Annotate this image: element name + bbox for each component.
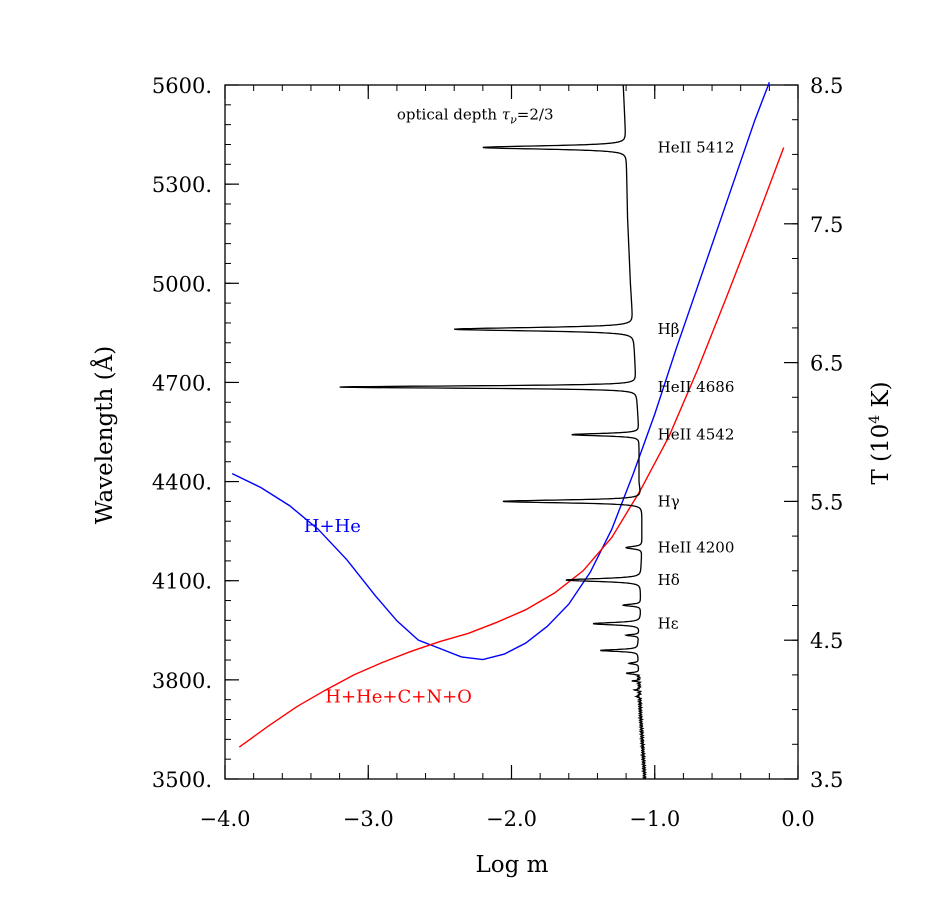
y-right-tick-label: 6.5 bbox=[810, 352, 843, 376]
y-left-tick-label: 4700. bbox=[152, 371, 212, 395]
x-tick-label: −2.0 bbox=[486, 807, 537, 831]
y-right-tick-label: 4.5 bbox=[810, 629, 843, 653]
line-label: Hγ bbox=[658, 492, 680, 510]
right-axis: 8.5 7.5 6.5 5.5 4.5 3.5 bbox=[784, 74, 843, 792]
y-left-tick-label: 5300. bbox=[152, 173, 212, 197]
y-left-tick-label: 4400. bbox=[152, 471, 212, 495]
y-left-tick-label: 3500. bbox=[152, 768, 212, 792]
line-label: HeII 4200 bbox=[658, 539, 735, 557]
optical-depth-annotation: optical depth τν=2/3 bbox=[397, 106, 554, 127]
series-h-he-c-n-o-label: H+He+C+N+O bbox=[325, 687, 472, 708]
line-label: Hε bbox=[658, 615, 679, 633]
spectral-line-labels: HeII 5412 Hβ HeII 4686 HeII 4542 Hγ HeII 4200… bbox=[658, 138, 735, 632]
y-axis-label-right-main: T (10 bbox=[868, 424, 894, 485]
y-left-tick-label: 4100. bbox=[152, 570, 212, 594]
line-label: HeII 4686 bbox=[658, 378, 735, 396]
line-label: HeII 4542 bbox=[658, 426, 735, 444]
series-h-he-line bbox=[231, 81, 771, 661]
x-tick-label: −1.0 bbox=[629, 807, 680, 831]
line-label: Hβ bbox=[658, 320, 680, 338]
annotation-suffix: =2/3 bbox=[517, 106, 554, 124]
y-left-tick-label: 5600. bbox=[152, 74, 212, 98]
y-left-tick-label: 3800. bbox=[152, 669, 212, 693]
left-axis: 5600. 5300. 5000. 4700. 4400. 4100. 3800. 3500. bbox=[152, 74, 239, 792]
y-right-tick-label: 3.5 bbox=[810, 768, 843, 792]
y-right-tick-label: 7.5 bbox=[810, 213, 843, 237]
bottom-axis: −4.0 −3.0 −2.0 −1.0 0.0 bbox=[200, 85, 815, 831]
y-right-tick-label: 8.5 bbox=[810, 74, 843, 98]
y-axis-label-right-exponent: 4 bbox=[867, 415, 883, 424]
annotation-prefix: optical depth bbox=[397, 106, 502, 124]
x-axis-label: Log m bbox=[476, 852, 549, 878]
x-tick-label: −3.0 bbox=[343, 807, 394, 831]
y-axis-label-left: Wavelength (Å) bbox=[90, 346, 118, 524]
series-optical-depth-line bbox=[339, 85, 648, 780]
x-tick-label: 0.0 bbox=[781, 807, 814, 831]
y-axis-label-right-unit: K) bbox=[868, 381, 894, 414]
line-label: HeII 5412 bbox=[658, 138, 735, 156]
series-h-he-label: H+He bbox=[304, 516, 361, 537]
x-tick-label: −4.0 bbox=[200, 807, 251, 831]
y-axis-label-right: T (104 K) bbox=[867, 381, 894, 484]
series-h-he-c-n-o-line bbox=[238, 147, 785, 748]
annotation-tau: τ bbox=[502, 106, 511, 124]
y-right-tick-label: 5.5 bbox=[810, 490, 843, 514]
line-label: Hδ bbox=[658, 571, 680, 589]
series-layer: H+He H+He+C+N+O bbox=[231, 81, 785, 780]
y-left-tick-label: 5000. bbox=[152, 272, 212, 296]
annotation-nu: ν bbox=[510, 114, 517, 127]
